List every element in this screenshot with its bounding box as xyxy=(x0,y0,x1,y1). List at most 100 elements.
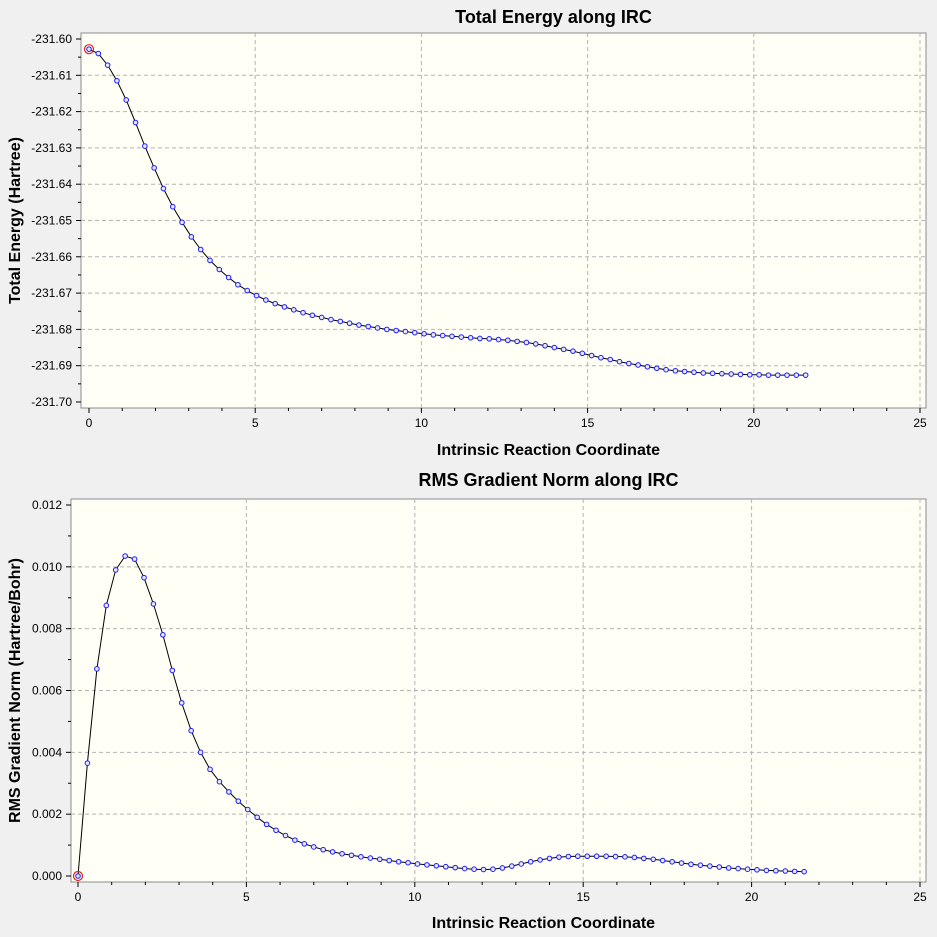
data-point[interactable] xyxy=(765,372,772,378)
data-point[interactable] xyxy=(527,858,534,865)
data-point[interactable] xyxy=(320,846,326,853)
data-point[interactable] xyxy=(244,806,251,813)
data-point[interactable] xyxy=(402,328,409,335)
data-point[interactable] xyxy=(253,292,260,299)
data-point[interactable] xyxy=(95,50,102,57)
data-point[interactable] xyxy=(216,778,223,785)
data-point[interactable] xyxy=(75,873,81,879)
data-point[interactable] xyxy=(178,700,185,706)
data-point[interactable] xyxy=(424,862,430,868)
data-point[interactable] xyxy=(452,864,459,871)
data-point[interactable] xyxy=(588,352,595,359)
data-point[interactable] xyxy=(263,821,270,828)
data-point[interactable] xyxy=(688,861,694,868)
data-point[interactable] xyxy=(635,362,641,368)
data-point[interactable] xyxy=(365,323,372,330)
data-point[interactable] xyxy=(160,632,166,638)
data-point[interactable] xyxy=(598,354,604,361)
data-point[interactable] xyxy=(339,850,345,857)
data-point[interactable] xyxy=(131,556,138,562)
data-point[interactable] xyxy=(735,865,741,872)
data-point[interactable] xyxy=(523,339,530,346)
data-point[interactable] xyxy=(160,185,167,192)
data-point[interactable] xyxy=(607,356,614,363)
data-point[interactable] xyxy=(782,868,789,874)
data-point[interactable] xyxy=(197,749,204,756)
data-point[interactable] xyxy=(681,368,688,375)
data-point[interactable] xyxy=(346,320,353,327)
data-point[interactable] xyxy=(290,306,297,313)
data-point[interactable] xyxy=(356,322,362,328)
data-point[interactable] xyxy=(328,316,334,323)
data-point[interactable] xyxy=(514,338,520,345)
data-point[interactable] xyxy=(84,760,91,766)
data-point[interactable] xyxy=(737,371,744,378)
data-point[interactable] xyxy=(281,304,288,310)
data-point[interactable] xyxy=(376,856,383,863)
data-point[interactable] xyxy=(169,667,176,674)
data-point[interactable] xyxy=(551,344,558,351)
data-point[interactable] xyxy=(442,863,449,870)
data-point[interactable] xyxy=(744,866,751,872)
data-point[interactable] xyxy=(560,346,567,353)
data-point[interactable] xyxy=(622,854,628,860)
data-point[interactable] xyxy=(570,348,576,354)
data-point[interactable] xyxy=(405,859,411,866)
data-point[interactable] xyxy=(556,854,562,860)
data-point[interactable] xyxy=(653,365,660,372)
data-point[interactable] xyxy=(793,372,800,378)
data-point[interactable] xyxy=(467,334,474,341)
data-point[interactable] xyxy=(301,841,308,847)
data-point[interactable] xyxy=(411,329,418,336)
data-point[interactable] xyxy=(395,858,402,865)
data-point[interactable] xyxy=(226,789,232,795)
data-point[interactable] xyxy=(188,234,195,240)
data-point[interactable] xyxy=(132,119,139,126)
data-point[interactable] xyxy=(709,370,716,377)
data-point[interactable] xyxy=(802,372,809,378)
data-point[interactable] xyxy=(329,849,336,855)
data-point[interactable] xyxy=(546,855,553,862)
data-point[interactable] xyxy=(216,266,223,273)
data-point[interactable] xyxy=(235,798,242,804)
data-point[interactable] xyxy=(584,853,591,860)
data-point[interactable] xyxy=(593,853,600,860)
data-point[interactable] xyxy=(318,314,325,321)
data-point[interactable] xyxy=(169,203,176,210)
data-point[interactable] xyxy=(616,358,623,365)
data-point[interactable] xyxy=(678,860,685,866)
data-point[interactable] xyxy=(719,370,725,377)
data-point[interactable] xyxy=(499,865,506,871)
data-point[interactable] xyxy=(430,332,437,338)
data-point[interactable] xyxy=(439,332,446,339)
data-point[interactable] xyxy=(207,766,213,773)
data-point[interactable] xyxy=(490,866,496,872)
data-point[interactable] xyxy=(575,853,581,860)
data-point[interactable] xyxy=(486,336,493,342)
data-point[interactable] xyxy=(716,864,723,870)
data-point[interactable] xyxy=(348,852,355,859)
data-point[interactable] xyxy=(374,325,381,331)
data-point[interactable] xyxy=(626,360,632,367)
data-point[interactable] xyxy=(421,330,427,337)
data-point[interactable] xyxy=(754,867,760,873)
data-point[interactable] xyxy=(123,97,130,103)
data-point[interactable] xyxy=(458,334,465,340)
data-point[interactable] xyxy=(188,727,194,734)
data-point[interactable] xyxy=(495,336,502,343)
data-point[interactable] xyxy=(480,866,487,873)
data-point[interactable] xyxy=(142,143,148,149)
data-point[interactable] xyxy=(104,62,111,68)
data-point[interactable] xyxy=(603,853,609,860)
data-point[interactable] xyxy=(94,666,100,672)
data-point[interactable] xyxy=(141,574,147,581)
data-point[interactable] xyxy=(644,363,651,370)
data-point[interactable] xyxy=(774,372,781,378)
data-point[interactable] xyxy=(414,861,421,867)
data-point[interactable] xyxy=(542,342,548,349)
data-point[interactable] xyxy=(337,318,344,325)
data-point[interactable] xyxy=(471,866,477,872)
data-point[interactable] xyxy=(112,567,119,573)
data-point[interactable] xyxy=(650,856,657,863)
data-point[interactable] xyxy=(663,366,669,373)
